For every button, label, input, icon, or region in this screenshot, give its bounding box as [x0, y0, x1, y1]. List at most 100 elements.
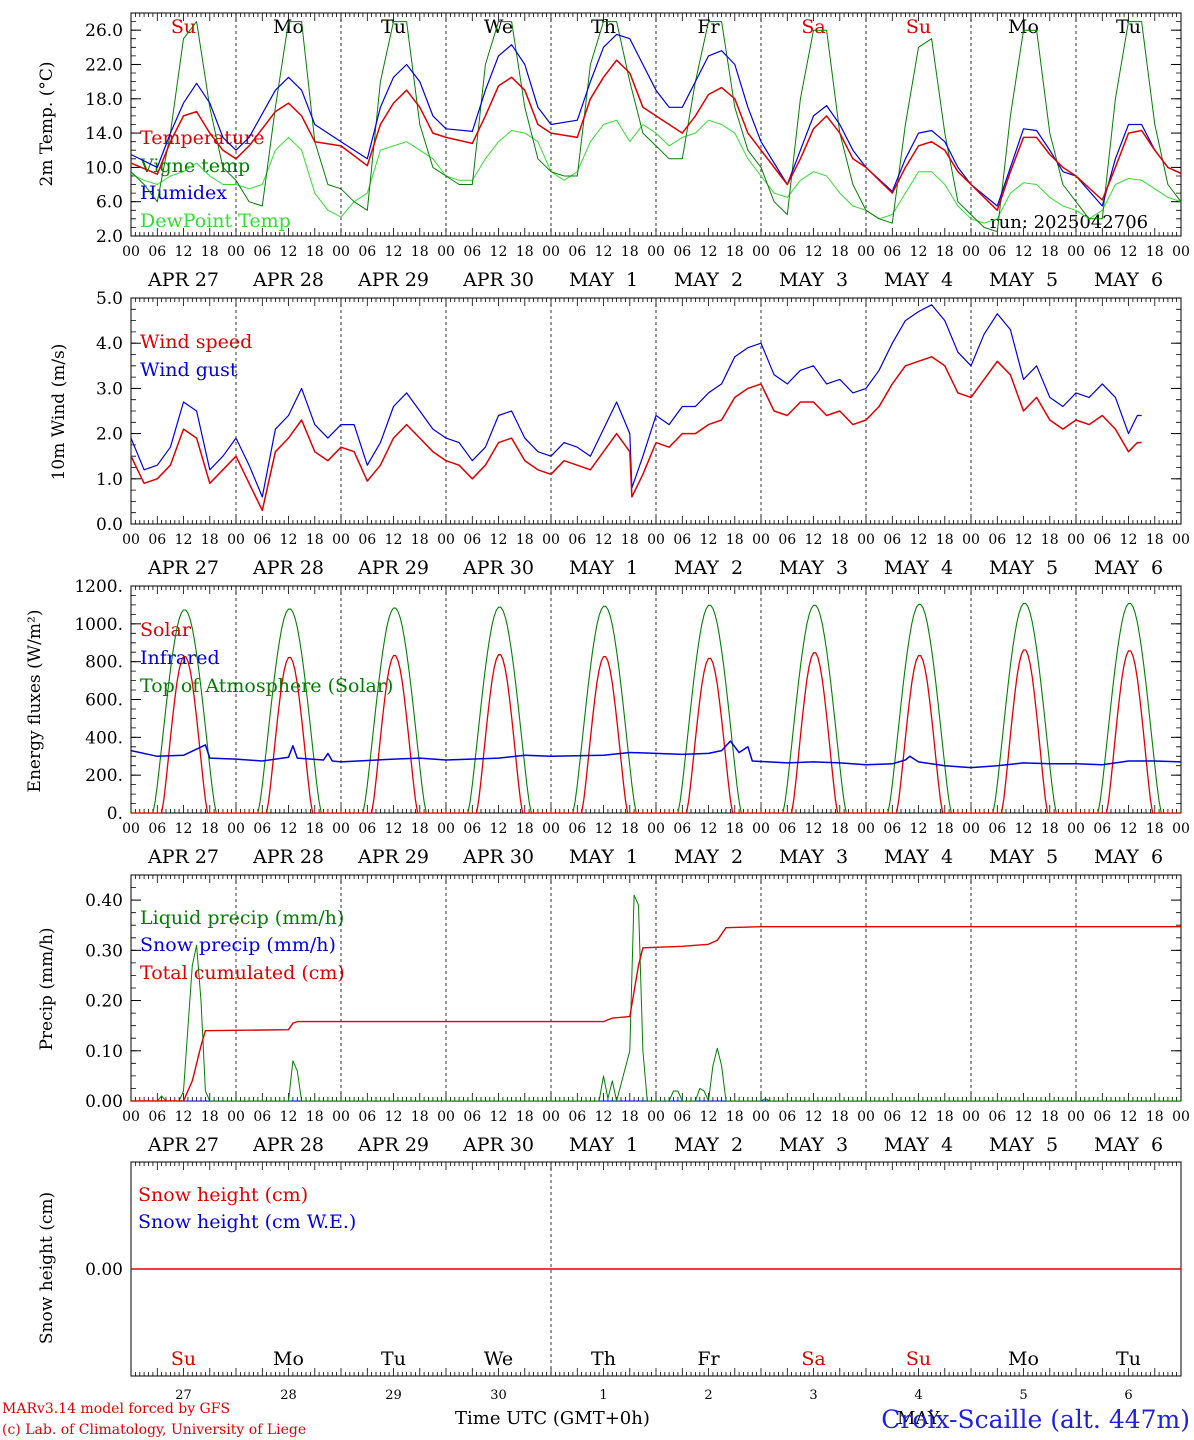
day-label: MAY 5: [989, 846, 1058, 868]
weekday-label: Mo: [1008, 1348, 1039, 1370]
y-tick-label: 0.10: [85, 1042, 123, 1062]
weekday-label: Th: [591, 1348, 616, 1370]
hour-tick-label: 06: [148, 821, 166, 837]
weekday-label: Fr: [697, 1348, 720, 1370]
series-temperature-line: [131, 59, 1181, 212]
series-liquid-precip-line: [131, 894, 1181, 1101]
model-credit-line2: (c) Lab. of Climatology, University of L…: [2, 1422, 306, 1438]
day-number-label: 2: [704, 1388, 712, 1403]
legend-wind-gust: Wind gust: [140, 359, 238, 381]
y-tick-label: 5.0: [96, 289, 123, 309]
precip-axis-label: Precip (mm/h): [37, 927, 57, 1050]
hour-tick-label: 18: [306, 244, 324, 260]
hour-tick-label: 06: [988, 532, 1006, 548]
weekday-label: Th: [591, 16, 616, 38]
weekday-label: Mo: [1008, 16, 1039, 38]
x-ticks: [130, 13, 1182, 236]
hour-tick-label: 18: [1146, 244, 1164, 260]
hour-tick-label: 00: [962, 821, 980, 837]
hour-tick-label: 00: [437, 821, 455, 837]
legend-humidex: Humidex: [140, 182, 227, 204]
hour-tick-label: 12: [1120, 532, 1138, 548]
y-tick-label: 14.0: [85, 124, 123, 144]
series-infrared-line: [131, 740, 1181, 769]
hour-tick-label: 00: [122, 821, 140, 837]
legend-toa-solar: Top of Atmosphere (Solar): [140, 675, 393, 697]
weekday-label: Fr: [697, 16, 720, 38]
day-number-label: 27: [175, 1388, 192, 1403]
hour-tick-label: 18: [726, 244, 744, 260]
hour-tick-label: 00: [437, 1109, 455, 1125]
temperature-axis-label: 2m Temp. (°C): [37, 61, 57, 186]
hour-tick-label: 00: [1067, 244, 1085, 260]
hour-tick-label: 12: [490, 532, 508, 548]
hour-tick-label: 00: [1172, 244, 1190, 260]
y-tick-label: 0.40: [85, 891, 123, 911]
legend-wind-speed: Wind speed: [140, 331, 252, 353]
hour-tick-label: 00: [542, 1109, 560, 1125]
hour-tick-label: 00: [332, 821, 350, 837]
hour-tick-label: 06: [568, 244, 586, 260]
hour-tick-label: 00: [647, 821, 665, 837]
day-label: APR 30: [462, 557, 534, 579]
series-vigne-line: [131, 21, 1181, 233]
day-label: APR 28: [252, 269, 324, 291]
series-toa-solar-line: [131, 602, 1181, 813]
hour-tick-label: 12: [385, 821, 403, 837]
day-label: MAY 4: [884, 1134, 953, 1156]
y-tick-label: 6.0: [96, 193, 123, 213]
hour-tick-label: 00: [227, 1109, 245, 1125]
hour-tick-label: 00: [1172, 1109, 1190, 1125]
hour-tick-label: 18: [621, 821, 639, 837]
hour-tick-label: 06: [568, 821, 586, 837]
hour-tick-label: 00: [122, 244, 140, 260]
day-label: MAY 3: [779, 1134, 848, 1156]
hour-tick-label: 18: [1146, 821, 1164, 837]
hour-tick-label: 18: [831, 532, 849, 548]
hour-tick-label: 06: [673, 821, 691, 837]
hour-tick-label: 00: [227, 532, 245, 548]
hour-tick-label: 00: [1067, 1109, 1085, 1125]
y-tick-label: 400.: [85, 728, 123, 748]
y-tick-label: 0.: [107, 804, 123, 824]
hour-tick-label: 18: [306, 1109, 324, 1125]
hour-tick-label: 00: [437, 244, 455, 260]
day-label: APR 27: [147, 269, 219, 291]
hour-tick-label: 06: [673, 532, 691, 548]
hour-tick-label: 12: [805, 821, 823, 837]
weekday-label: Sa: [801, 16, 825, 38]
hour-tick-label: 18: [1041, 244, 1059, 260]
day-number-label: 4: [914, 1388, 922, 1403]
hour-tick-label: 12: [595, 244, 613, 260]
hour-tick-label: 00: [647, 244, 665, 260]
precip-panel: Precip (mm/h) Liquid precip (mm/h) Snow …: [37, 874, 1190, 1156]
day-label: APR 27: [147, 1134, 219, 1156]
hour-tick-label: 00: [752, 532, 770, 548]
day-number-label: 30: [490, 1388, 507, 1403]
hour-tick-label: 00: [752, 821, 770, 837]
day-label: MAY 6: [1094, 1134, 1163, 1156]
legend-temperature: Temperature: [140, 127, 264, 149]
snow-axis-label: Snow height (cm): [37, 1192, 57, 1344]
day-number-label: 3: [809, 1388, 817, 1403]
hour-tick-label: 06: [568, 532, 586, 548]
hour-tick-label: 12: [805, 244, 823, 260]
hour-tick-label: 00: [542, 821, 560, 837]
hour-tick-label: 18: [411, 821, 429, 837]
hour-tick-label: 00: [227, 244, 245, 260]
hour-tick-label: 18: [831, 244, 849, 260]
y-tick-label: 1.0: [96, 470, 123, 490]
day-label: APR 30: [462, 269, 534, 291]
hour-tick-label: 06: [778, 532, 796, 548]
hour-tick-label: 00: [962, 532, 980, 548]
series-total-cumulated-line: [131, 926, 1181, 1101]
hour-tick-label: 12: [175, 1109, 193, 1125]
hour-tick-label: 06: [1093, 821, 1111, 837]
y-tick-label: 2.0: [96, 425, 123, 445]
y-tick-label: 0.30: [85, 941, 123, 961]
day-label: APR 30: [462, 846, 534, 868]
hour-tick-label: 12: [1120, 821, 1138, 837]
hour-tick-label: 06: [358, 532, 376, 548]
y-tick-label: 1200.: [74, 577, 123, 597]
legend-liquid-precip: Liquid precip (mm/h): [140, 907, 344, 929]
